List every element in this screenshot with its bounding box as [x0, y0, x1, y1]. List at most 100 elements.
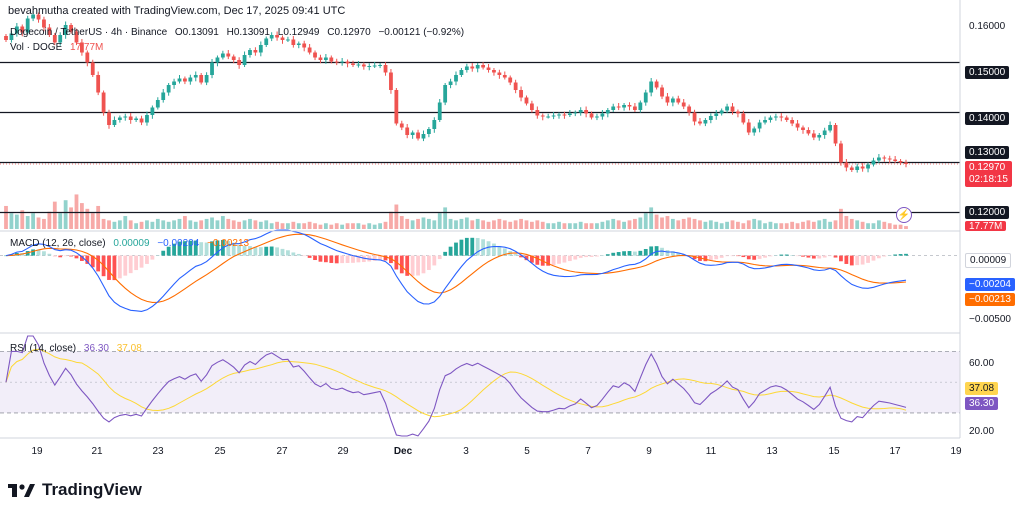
- macd-histogram-bar: [459, 239, 464, 256]
- time-tick: 27: [276, 446, 288, 457]
- volume-bar: [345, 223, 350, 229]
- time-tick-month: Dec: [393, 446, 413, 457]
- volume-bar: [177, 218, 182, 229]
- candle-body: [107, 112, 111, 125]
- level-tag-0.13[interactable]: 0.13000: [965, 146, 1010, 159]
- volume-bar: [323, 223, 328, 229]
- macd-histogram-bar: [42, 251, 46, 256]
- volume-bar: [670, 218, 675, 229]
- candle-body: [486, 67, 491, 70]
- volume-bar: [123, 216, 128, 229]
- candle-body: [128, 116, 133, 120]
- volume-bar: [378, 223, 382, 229]
- macd-histogram-bar: [692, 255, 697, 260]
- macd-histogram-bar: [269, 246, 274, 256]
- candle-body: [633, 106, 637, 110]
- macd-histogram-bar: [573, 255, 578, 260]
- candle-body: [31, 14, 36, 19]
- macd-histogram-bar: [69, 255, 73, 257]
- macd-histogram-bar: [811, 255, 816, 259]
- rsi-ma-line: [5, 348, 907, 418]
- level-tag-0.15[interactable]: 0.15000: [965, 66, 1010, 79]
- candle-body: [562, 114, 567, 116]
- macd-histogram-bar: [611, 252, 616, 256]
- volume-bar: [80, 203, 84, 229]
- volume-bar: [4, 205, 8, 229]
- volume-bar: [573, 223, 578, 229]
- candle-body: [134, 118, 139, 120]
- macd-histogram-bar: [416, 255, 420, 276]
- volume-bar: [887, 223, 892, 229]
- volume-bar: [52, 201, 57, 229]
- volume-bar: [155, 218, 160, 229]
- current-price-tag: 0.12970 02:18:15: [965, 161, 1012, 187]
- rsi-label[interactable]: RSI (14, close): [10, 343, 77, 354]
- level-tag-0.14[interactable]: 0.14000: [965, 112, 1010, 125]
- volume-bar: [643, 213, 648, 229]
- candle-body: [193, 75, 198, 78]
- macd-histogram-bar: [492, 243, 496, 256]
- macd-histogram-bar: [551, 255, 556, 265]
- candle-body: [475, 65, 480, 69]
- macd-histogram-bar: [80, 255, 84, 261]
- volume-bar: [665, 216, 670, 229]
- candle-body: [887, 158, 892, 160]
- candle-body: [220, 53, 225, 58]
- horizontal-levels[interactable]: [0, 61, 960, 214]
- macd-histogram-bar: [757, 255, 762, 259]
- volume-bar: [784, 223, 789, 229]
- tradingview-logo[interactable]: TradingView: [8, 480, 142, 500]
- candle-body: [871, 160, 876, 165]
- macd-line-tag: −0.00204: [965, 278, 1015, 291]
- volume-bar: [161, 220, 166, 229]
- level-tag-0.12[interactable]: 0.12000: [965, 206, 1010, 219]
- candle-body: [638, 102, 643, 110]
- lightning-icon[interactable]: ⚡: [896, 207, 912, 223]
- volume-bar: [795, 223, 800, 229]
- macd-histogram-bar: [589, 255, 594, 257]
- volume-bar: [708, 220, 713, 229]
- macd-histogram-bar: [448, 246, 453, 256]
- macd-histogram-bar: [421, 255, 426, 274]
- volume-bar: [96, 205, 101, 229]
- tradingview-logo-mark-icon: [8, 484, 35, 497]
- macd-histogram-bar: [166, 246, 171, 256]
- candle-body: [752, 128, 757, 133]
- volume-label[interactable]: Vol · DOGE: [10, 42, 63, 53]
- volume-legend[interactable]: Vol · DOGE 17.77M: [10, 42, 108, 53]
- price-change: −0.00121 (−0.92%): [378, 27, 465, 38]
- symbol-name[interactable]: Dogecoin / TetherUS · 4h · Binance: [10, 27, 168, 38]
- candle-body: [681, 102, 686, 107]
- candle-body: [448, 81, 453, 85]
- macd-histogram-bar: [622, 251, 626, 256]
- candle-body: [253, 50, 258, 53]
- macd-histogram-bar: [643, 249, 648, 256]
- volume-bar: [605, 220, 610, 229]
- candle-body: [492, 70, 496, 73]
- macd-histogram-bar: [730, 255, 735, 257]
- volume-bar: [443, 207, 448, 229]
- volume-bar: [269, 223, 274, 229]
- candle-body: [334, 61, 339, 63]
- volume-bar: [828, 221, 832, 229]
- candle-body: [264, 38, 269, 45]
- macd-histogram-bar: [806, 255, 811, 258]
- candle-body: [123, 116, 128, 118]
- volume-bar: [410, 220, 415, 229]
- macd-histogram-bar: [177, 241, 182, 256]
- rsi-tag: 36.30: [965, 397, 999, 410]
- macd-histogram-bar: [199, 242, 204, 256]
- candle-body: [584, 110, 589, 114]
- macd-legend[interactable]: MACD (12, 26, close) 0.00009 −0.00204 −0…: [10, 238, 254, 249]
- candle-body: [286, 39, 290, 41]
- candle-body: [893, 159, 898, 161]
- candle-body: [242, 55, 247, 65]
- price-candles: [4, 11, 908, 173]
- macd-label[interactable]: MACD (12, 26, close): [10, 238, 106, 249]
- symbol-legend[interactable]: Dogecoin / TetherUS · 4h · Binance O0.13…: [10, 27, 469, 38]
- rsi-legend[interactable]: RSI (14, close) 36.30 37.08: [10, 343, 147, 354]
- volume-bar: [145, 220, 149, 229]
- candle-body: [177, 78, 182, 82]
- volume-bar: [866, 223, 870, 229]
